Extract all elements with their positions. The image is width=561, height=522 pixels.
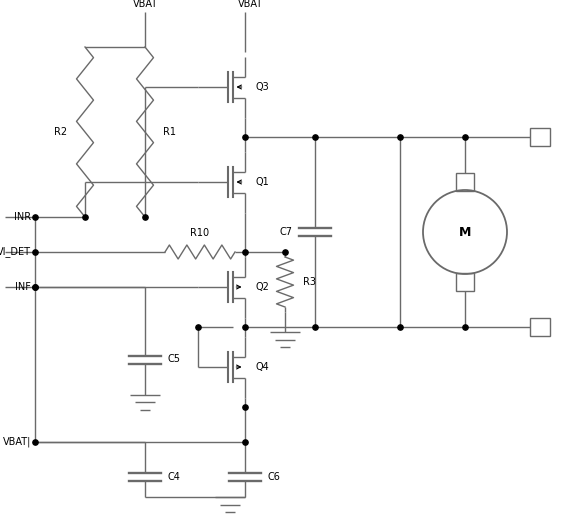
Text: VI_DET: VI_DET bbox=[0, 246, 31, 257]
Bar bbox=[530, 318, 550, 336]
Text: Q1: Q1 bbox=[255, 177, 269, 187]
Text: C6: C6 bbox=[267, 472, 280, 482]
Text: R1: R1 bbox=[163, 127, 176, 137]
Text: Q4: Q4 bbox=[255, 362, 269, 372]
Text: R10: R10 bbox=[190, 228, 210, 238]
Bar bbox=[456, 173, 474, 191]
Text: INF: INF bbox=[15, 282, 31, 292]
Bar bbox=[530, 128, 550, 146]
Bar bbox=[456, 273, 474, 291]
Text: VBAT|: VBAT| bbox=[3, 437, 31, 447]
Text: M: M bbox=[459, 226, 471, 239]
Text: Q3: Q3 bbox=[255, 82, 269, 92]
Text: INR: INR bbox=[14, 212, 31, 222]
Text: VBAT: VBAT bbox=[132, 0, 158, 9]
Text: Q2: Q2 bbox=[255, 282, 269, 292]
Text: C7: C7 bbox=[280, 227, 293, 237]
Text: C4: C4 bbox=[167, 472, 180, 482]
Text: R2: R2 bbox=[54, 127, 67, 137]
Text: R3: R3 bbox=[303, 277, 316, 287]
Text: C5: C5 bbox=[167, 354, 180, 364]
Text: VBAT: VBAT bbox=[237, 0, 263, 9]
